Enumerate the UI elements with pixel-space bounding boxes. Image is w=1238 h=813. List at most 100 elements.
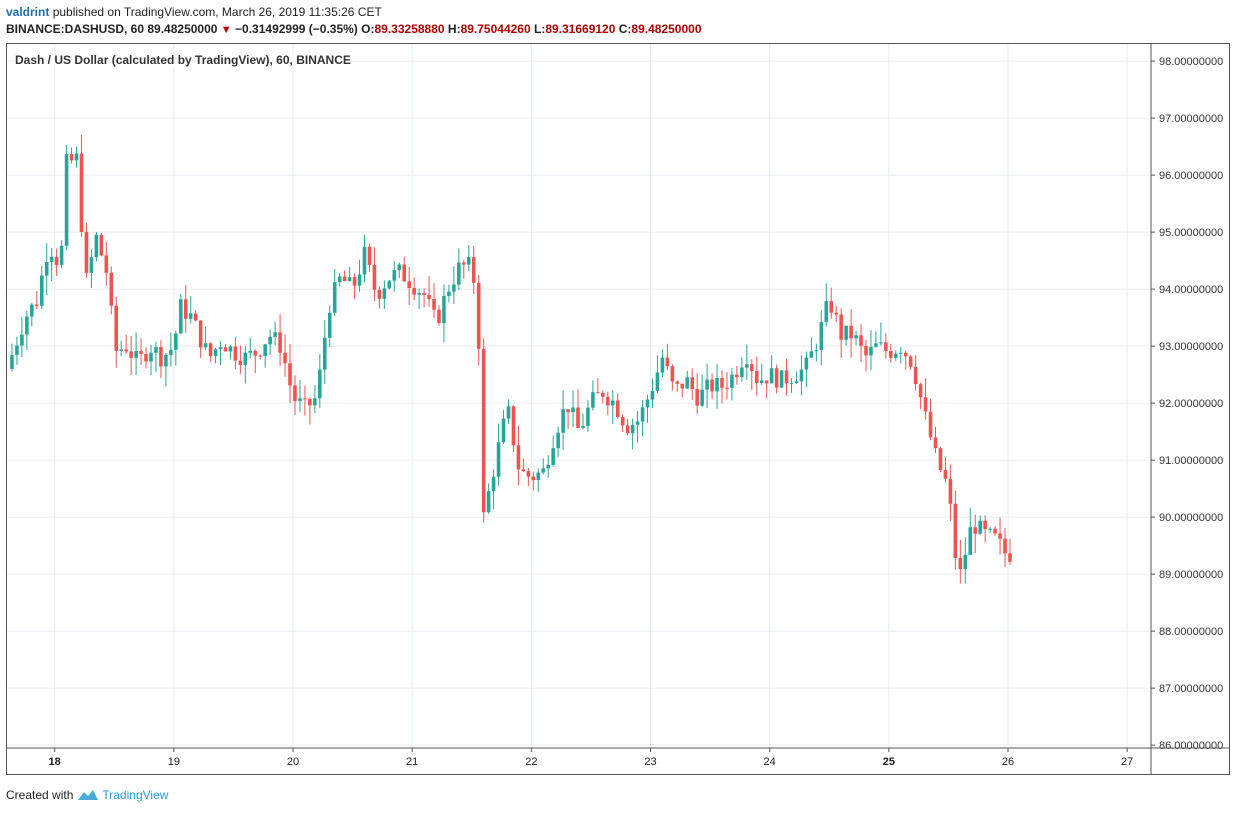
candle-body — [898, 352, 903, 354]
candle-body — [541, 468, 546, 473]
candle-body — [149, 352, 153, 362]
candle-body — [432, 298, 436, 310]
candle-body — [849, 325, 853, 339]
candle-body — [288, 363, 292, 386]
candle-body — [750, 364, 754, 372]
candle-body — [690, 377, 694, 389]
x-tick-label: 24 — [764, 756, 776, 768]
candle-body — [25, 316, 29, 335]
y-tick-label: 91.00000000 — [1159, 455, 1223, 467]
candle-body — [824, 301, 829, 322]
candle-body — [357, 274, 362, 286]
candle-body — [665, 357, 670, 367]
candle-body — [273, 332, 277, 337]
y-tick-label: 96.00000000 — [1159, 170, 1223, 182]
candle-body — [705, 379, 709, 390]
y-tick-label: 94.00000000 — [1159, 284, 1223, 296]
candle-body — [342, 276, 347, 281]
candle-body — [988, 528, 992, 530]
candle-body — [466, 257, 471, 265]
candle-body — [685, 377, 690, 389]
candle-body — [30, 304, 34, 317]
candle-body — [938, 448, 943, 470]
candle-body — [903, 352, 908, 357]
candle-body — [720, 377, 724, 388]
candle-body — [571, 407, 575, 413]
candle-body — [536, 472, 541, 481]
candle-body — [650, 390, 655, 400]
tradingview-logo-icon — [78, 790, 99, 800]
candle-body — [635, 421, 640, 425]
candle-body — [923, 397, 928, 412]
candle-body — [933, 437, 938, 449]
candle-body — [1008, 553, 1012, 562]
open-value: 89.33258880 — [374, 22, 445, 36]
candle-body — [869, 346, 873, 356]
x-tick-label: 18 — [49, 756, 61, 768]
candle-body — [332, 282, 337, 313]
candle-body — [725, 387, 729, 389]
candle-body — [958, 558, 963, 570]
candle-body — [591, 392, 595, 408]
candle-body — [258, 355, 263, 357]
candle-body — [218, 347, 223, 350]
candle-body — [496, 442, 501, 477]
candle-body — [745, 364, 749, 368]
candle-body — [64, 154, 69, 246]
y-tick-label: 88.00000000 — [1159, 626, 1223, 638]
candle-body — [392, 270, 397, 281]
x-tick-label: 23 — [644, 756, 656, 768]
candle-body — [715, 377, 719, 392]
close-value: 89.48250000 — [631, 22, 702, 36]
candle-body — [213, 349, 218, 357]
candle-body — [377, 289, 382, 299]
candle-body — [531, 476, 536, 481]
candle-body — [243, 352, 248, 365]
candle-body — [884, 342, 888, 352]
candle-body — [675, 381, 680, 384]
candle-body — [566, 409, 570, 413]
candle-body — [784, 370, 789, 384]
candle-body — [313, 398, 317, 406]
symbol-label: BINANCE:DASHUSD, 60 — [6, 22, 145, 36]
candle-body — [606, 396, 610, 406]
candle-body — [804, 357, 809, 370]
candle-body — [526, 471, 531, 477]
candle-body — [35, 304, 39, 306]
candle-body — [581, 425, 585, 428]
candle-body — [774, 368, 779, 388]
candle-body — [640, 407, 645, 422]
candle-body — [476, 282, 481, 349]
brand-name: TradingView — [102, 788, 169, 802]
candle-body — [20, 334, 24, 346]
candle-body — [164, 354, 168, 367]
candle-body — [109, 272, 114, 306]
candle-body — [834, 312, 838, 315]
last-price: 89.48250000 — [147, 22, 218, 36]
candle-body — [188, 313, 193, 319]
candle-body — [79, 153, 84, 232]
footer: Created with TradingView — [6, 788, 168, 802]
candle-body — [486, 491, 491, 513]
tradingview-logo[interactable]: TradingView — [77, 788, 168, 802]
candle-body — [248, 350, 253, 353]
y-tick-label: 93.00000000 — [1159, 341, 1223, 353]
candle-body — [407, 281, 411, 289]
candle-body — [779, 370, 784, 388]
candle-body — [893, 353, 898, 358]
candle-body — [799, 369, 804, 382]
x-tick-label: 21 — [406, 756, 418, 768]
candle-body — [397, 264, 402, 271]
candle-body — [94, 234, 99, 258]
candle-body — [387, 280, 392, 289]
candle-body — [198, 320, 203, 348]
candle-body — [864, 345, 868, 356]
candle-body — [39, 275, 44, 306]
candle-body — [506, 406, 511, 419]
candle-body — [556, 432, 560, 449]
candle-body — [223, 347, 228, 352]
candle-body — [859, 335, 863, 346]
x-tick-label: 20 — [287, 756, 299, 768]
author-name[interactable]: valdrint — [6, 5, 50, 19]
